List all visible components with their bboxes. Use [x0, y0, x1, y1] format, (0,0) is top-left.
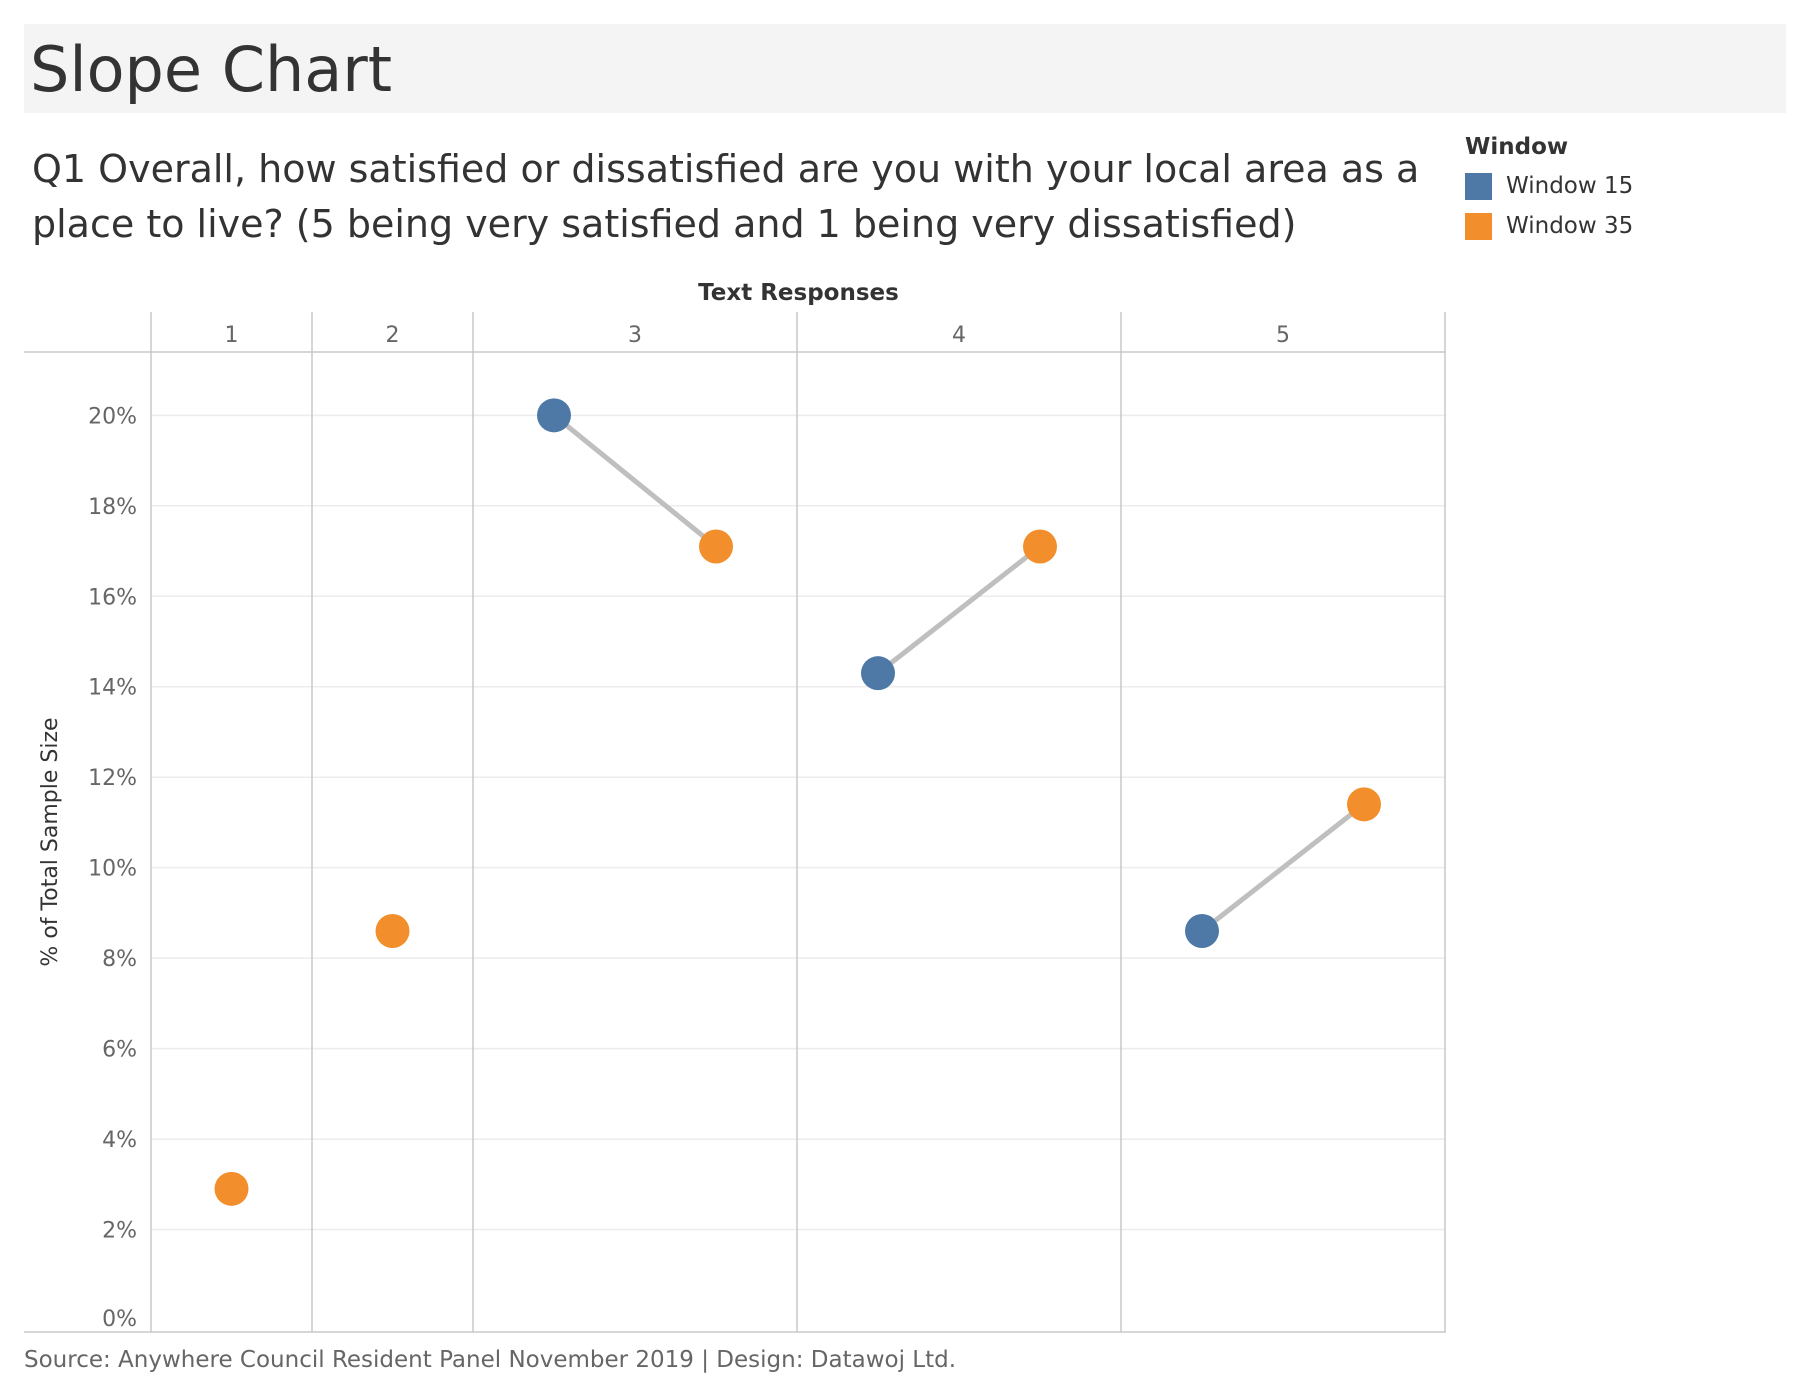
legend-label-window-15: Window 15	[1506, 173, 1634, 199]
y-tick-label-6: 12%	[88, 766, 137, 791]
source-note: Source: Anywhere Council Resident Panel …	[24, 1347, 957, 1373]
y-tick-label-8: 16%	[88, 585, 137, 610]
title-bar: Slope Chart	[24, 24, 1786, 113]
legend-swatch-window-15	[1465, 172, 1492, 200]
column-header-title: Text Responses	[698, 280, 899, 306]
legend: Window Window 15 Window 35	[1465, 134, 1633, 246]
category-label-3: 3	[628, 323, 642, 348]
slope-chart: Text Responses 1 2 3 4 5 0% 2% 4% 6% 8% 10% 12% 14% 16…	[24, 280, 1446, 1333]
y-tick-label-9: 18%	[88, 495, 137, 520]
y-tick-label-2: 4%	[102, 1128, 137, 1153]
point-window-35-category-2	[375, 913, 410, 948]
y-tick-label-4: 8%	[102, 947, 137, 972]
legend-item-window-35[interactable]: Window 35	[1465, 206, 1633, 246]
chart-question: Q1 Overall, how satisfied or dissatisfie…	[32, 147, 1420, 246]
page-title: Slope Chart	[30, 33, 393, 106]
point-window-35-category-1	[214, 1171, 249, 1206]
category-label-2: 2	[386, 323, 400, 348]
legend-swatch-window-35	[1465, 212, 1492, 240]
category-label-4: 4	[952, 323, 966, 348]
slope-connector-5	[1200, 802, 1366, 933]
category-label-1: 1	[225, 323, 239, 348]
legend-item-window-15[interactable]: Window 15	[1465, 166, 1633, 206]
point-window-15-category-5	[1185, 913, 1219, 948]
point-window-35-category-4	[1023, 529, 1057, 564]
point-window-15-category-3	[537, 398, 571, 433]
slope-connector-3	[552, 413, 718, 549]
point-window-35-category-3	[699, 529, 733, 564]
y-tick-label-7: 14%	[88, 676, 137, 701]
y-tick-label-0: 0%	[102, 1307, 137, 1332]
legend-title: Window	[1465, 134, 1569, 160]
y-tick-label-1: 2%	[102, 1219, 137, 1244]
point-window-15-category-4	[861, 656, 895, 691]
category-label-5: 5	[1276, 323, 1290, 348]
y-tick-label-3: 6%	[102, 1038, 137, 1063]
legend-label-window-35: Window 35	[1506, 213, 1634, 239]
slope-connector-4	[876, 544, 1042, 676]
point-window-35-category-5	[1347, 787, 1381, 822]
y-tick-label-5: 10%	[88, 857, 137, 882]
y-axis-title: % of Total Sample Size	[38, 717, 63, 966]
y-tick-label-10: 20%	[88, 404, 137, 429]
